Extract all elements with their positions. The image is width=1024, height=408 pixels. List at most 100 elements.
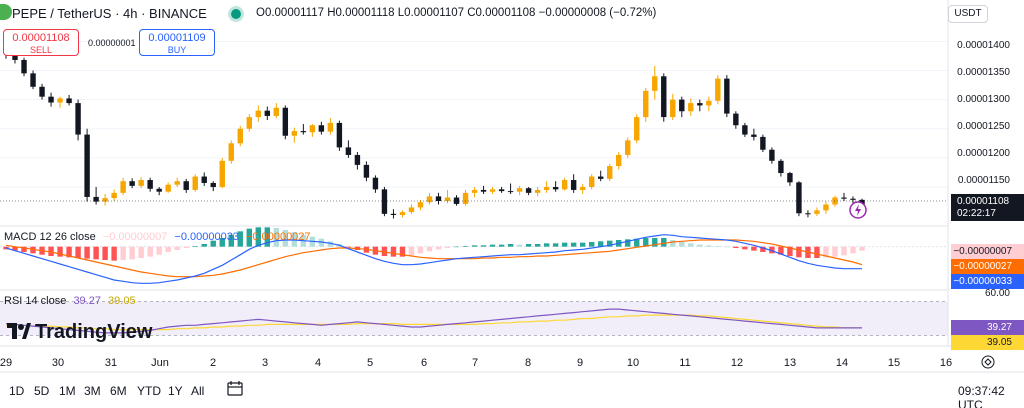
macd-histogram-bar — [381, 246, 388, 256]
date-range-icon[interactable] — [227, 381, 243, 396]
macd-histogram-bar — [192, 246, 198, 247]
macd-histogram-bar — [688, 243, 694, 247]
macd-histogram-bar — [661, 238, 667, 247]
macd-histogram-bar — [625, 239, 631, 247]
candle-body — [30, 73, 36, 87]
tradingview-logo-icon — [7, 323, 31, 339]
candle-body — [823, 204, 829, 211]
rsi-ma-line — [6, 314, 862, 331]
timeframe-button-6m[interactable]: 6M — [110, 384, 127, 398]
macd-histogram-bar — [552, 243, 559, 247]
macd-histogram-bar — [579, 242, 586, 247]
time-tick: 4 — [314, 357, 322, 369]
macd-histogram-bar — [706, 245, 712, 247]
spread-value: 0.00000001 — [88, 38, 136, 48]
currency-button[interactable]: USDT — [948, 5, 988, 23]
candle-body — [363, 164, 370, 178]
candle-body — [147, 180, 153, 189]
last-price-tag: 0.00001108 02:22:17 — [951, 194, 1024, 221]
candle-body — [255, 110, 261, 118]
time-tick: 29 — [0, 357, 13, 369]
time-tick: 9 — [576, 357, 584, 369]
candle-body — [814, 210, 820, 214]
macd-histogram-bar — [480, 245, 487, 247]
macd-histogram-bar — [733, 246, 739, 248]
timeframe-button-all[interactable]: All — [191, 384, 205, 398]
macd-histogram-bar — [525, 244, 532, 247]
macd-hist-tag: −0.00000007 — [951, 244, 1024, 259]
candle-body — [769, 149, 775, 161]
price-tick: 0.00001300 — [957, 94, 1010, 105]
timeframe-button-1d[interactable]: 1D — [9, 384, 25, 398]
sell-button[interactable]: 0.00001108 SELL — [3, 29, 79, 56]
time-tick: 31 — [104, 357, 118, 369]
candle-body — [75, 103, 81, 135]
macd-histogram-bar — [462, 246, 469, 247]
macd-histogram-bar — [165, 246, 171, 252]
candle-body — [444, 197, 451, 202]
macd-histogram-bar — [345, 246, 352, 248]
candle-body — [12, 52, 18, 60]
alert-icon[interactable] — [849, 201, 867, 219]
timeframe-button-3m[interactable]: 3M — [84, 384, 101, 398]
price-tick: 0.00001150 — [957, 175, 1010, 186]
candle-body — [670, 99, 676, 118]
candle-body — [561, 180, 568, 190]
candle-body — [264, 110, 271, 116]
candle-body — [111, 192, 117, 199]
macd-histogram-bar — [787, 246, 793, 256]
macd-histogram-bar — [570, 242, 577, 247]
rsi-legend[interactable]: RSI 14 close 39.27 39.05 — [4, 295, 136, 307]
macd-legend[interactable]: MACD 12 26 close −0.00000007 −0.00000033… — [4, 231, 311, 243]
macd-histogram-bar — [679, 242, 685, 247]
price-tick: 0.00001200 — [957, 148, 1010, 159]
macd-histogram-bar — [147, 246, 153, 257]
timeframe-button-5d[interactable]: 5D — [34, 384, 50, 398]
candle-body — [498, 189, 505, 192]
candle-body — [390, 213, 397, 216]
utc-clock[interactable]: 09:37:42 UTC — [958, 384, 1005, 408]
macd-histogram-bar — [417, 246, 424, 254]
macd-histogram-bar — [93, 246, 99, 260]
macd-hist-value: −0.00000007 — [102, 231, 168, 243]
candle-body — [480, 189, 487, 192]
candle-body — [237, 128, 243, 144]
macd-histogram-bar — [273, 228, 280, 247]
macd-histogram-bar — [498, 244, 505, 247]
macd-histogram-bar — [543, 243, 550, 247]
macd-histogram-bar — [832, 246, 838, 257]
grid-lines — [0, 40, 948, 188]
macd-line-tag: −0.00000033 — [951, 274, 1024, 289]
macd-histogram-bar — [670, 240, 676, 247]
macd-histogram-bar — [201, 244, 207, 247]
macd-histogram-bar — [120, 246, 126, 260]
scroll-to-realtime-icon[interactable] — [981, 355, 995, 369]
buy-button[interactable]: 0.00001109 BUY — [139, 29, 215, 56]
candle-body — [688, 103, 694, 112]
candle-body — [634, 117, 640, 141]
macd-histogram-bar — [489, 244, 496, 247]
macd-histogram-bar — [264, 227, 271, 247]
macd-histogram-bar — [778, 246, 784, 255]
candle-body — [399, 212, 406, 216]
macd-histogram-bar — [84, 246, 90, 259]
market-open-status-icon[interactable] — [231, 9, 241, 19]
macd-histogram-bar — [282, 230, 289, 247]
time-tick: Jun — [151, 357, 169, 369]
macd-histogram-bar — [129, 246, 135, 260]
timeframe-button-1y[interactable]: 1Y — [168, 384, 183, 398]
rsi-axis-tick: 60.00 — [984, 288, 1010, 299]
tradingview-logo: TradingView — [35, 321, 153, 343]
macd-histogram-bar — [715, 246, 721, 247]
candle-body — [471, 189, 478, 193]
symbol-title[interactable]: PEPE / TetherUS · 4h · BINANCE — [12, 6, 207, 21]
candle-body — [760, 136, 766, 150]
macd-histogram-bar — [516, 244, 523, 247]
candle-body — [742, 125, 748, 135]
macd-histogram-bar — [859, 246, 865, 251]
timeframe-button-ytd[interactable]: YTD — [137, 384, 161, 398]
macd-histogram-bar — [769, 246, 775, 254]
macd-histogram-bar — [30, 246, 36, 254]
timeframe-button-1m[interactable]: 1M — [59, 384, 76, 398]
